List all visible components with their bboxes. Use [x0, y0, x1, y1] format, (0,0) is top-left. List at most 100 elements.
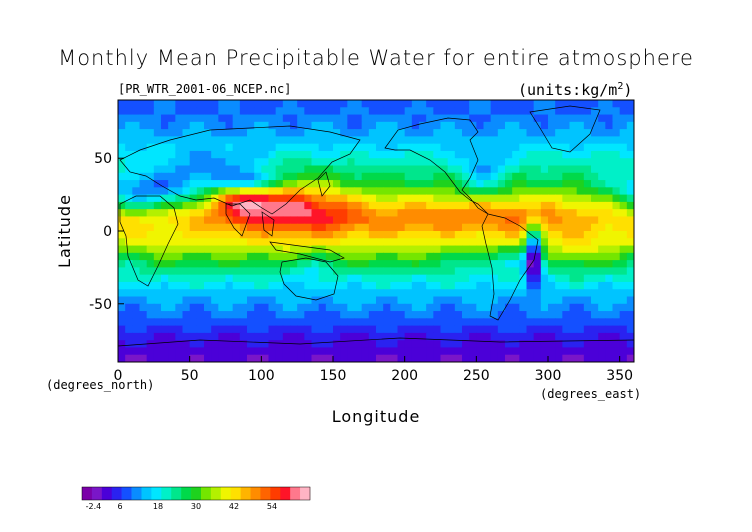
field-cell: [397, 150, 406, 159]
field-cell: [598, 107, 606, 116]
field-cell: [404, 267, 413, 276]
field-cell: [376, 201, 384, 210]
x-tick-label: 100: [248, 368, 275, 384]
field-cell: [218, 281, 227, 290]
field-cell: [490, 296, 499, 305]
field-cell: [218, 354, 227, 362]
field-cell: [218, 201, 227, 210]
field-cell: [132, 267, 141, 276]
field-cell: [469, 318, 477, 327]
field-cell: [368, 252, 377, 261]
field-cell: [469, 274, 477, 283]
x-axis-title: Longitude: [332, 407, 421, 426]
field-cell: [297, 114, 305, 123]
field-cell: [512, 354, 520, 362]
field-cell: [153, 216, 162, 225]
field-cell: [161, 100, 169, 108]
field-cell: [304, 216, 313, 225]
field-cell: [132, 209, 141, 218]
field-cell: [268, 318, 277, 327]
field-cell: [153, 267, 162, 276]
field-cell: [354, 172, 363, 181]
field-cell: [469, 267, 477, 276]
field-cell: [182, 252, 191, 261]
colorbar-tick-label: 54: [267, 502, 277, 511]
field-cell: [619, 114, 628, 123]
field-cell: [505, 194, 513, 203]
field-cell: [626, 245, 634, 254]
y-axis-title: Latitude: [55, 194, 74, 268]
field-cell: [211, 267, 219, 276]
field-cell: [211, 129, 219, 137]
field-cell: [218, 267, 227, 276]
field-cell: [512, 289, 520, 298]
field-cell: [304, 347, 313, 356]
field-cell: [490, 150, 499, 159]
field-cell: [361, 267, 370, 276]
field-cell: [225, 158, 234, 167]
field-cell: [118, 296, 126, 305]
field-cell: [340, 187, 348, 196]
field-cell: [411, 172, 420, 181]
field-cell: [275, 158, 284, 167]
field-cell: [562, 231, 571, 239]
field-cell: [519, 114, 528, 123]
field-cell: [419, 150, 427, 159]
field-cell: [146, 209, 155, 218]
field-cell: [598, 260, 606, 268]
field-cell: [153, 180, 162, 188]
field-cell: [232, 303, 241, 312]
field-cell: [347, 209, 356, 218]
field-cell: [626, 165, 634, 174]
field-cell: [490, 252, 499, 261]
field-cell: [576, 216, 585, 225]
field-cell: [419, 303, 427, 312]
field-cell: [118, 143, 126, 152]
field-cell: [462, 150, 470, 159]
field-cell: [232, 150, 241, 159]
field-cell: [232, 274, 241, 283]
field-cell: [225, 238, 234, 247]
field-cell: [576, 194, 585, 203]
field-cell: [483, 100, 492, 108]
field-cell: [254, 303, 262, 312]
field-cell: [347, 136, 356, 145]
field-cell: [612, 296, 621, 305]
field-cell: [626, 158, 634, 167]
field-cell: [204, 158, 212, 167]
field-cell: [146, 180, 155, 188]
field-cell: [397, 281, 406, 290]
field-cell: [239, 100, 248, 108]
field-cell: [404, 121, 413, 130]
field-cell: [311, 107, 320, 116]
field-cell: [196, 231, 205, 239]
field-cell: [419, 296, 427, 305]
field-cell: [447, 347, 456, 356]
field-cell: [591, 187, 599, 196]
field-cell: [476, 231, 485, 239]
field-cell: [490, 216, 499, 225]
field-cell: [555, 238, 563, 247]
field-cell: [290, 143, 298, 152]
y-tick-label: 50: [94, 151, 112, 167]
field-cell: [454, 274, 463, 283]
field-cell: [146, 252, 155, 261]
field-cell: [411, 245, 420, 254]
field-cell: [569, 354, 578, 362]
field-cell: [146, 223, 155, 232]
field-cell: [548, 267, 556, 276]
field-cell: [454, 100, 463, 108]
field-cell: [325, 245, 334, 254]
field-cell: [161, 296, 169, 305]
field-cell: [555, 201, 563, 210]
field-cell: [447, 311, 456, 319]
field-cell: [583, 100, 592, 108]
field-cell: [390, 136, 399, 145]
field-cell: [153, 136, 162, 145]
field-cell: [526, 201, 535, 210]
field-cell: [576, 231, 585, 239]
field-cell: [569, 209, 578, 218]
field-cell: [411, 354, 420, 362]
field-cell: [447, 325, 456, 334]
field-cell: [626, 209, 634, 218]
